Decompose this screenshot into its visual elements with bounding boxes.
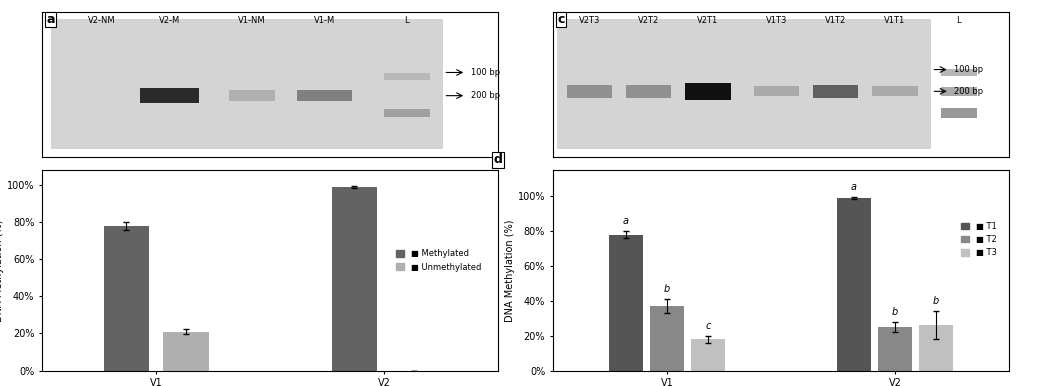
Text: a: a — [46, 13, 55, 26]
Bar — [941, 108, 977, 118]
Bar — [691, 339, 725, 371]
Bar — [140, 88, 200, 103]
Bar — [297, 90, 352, 102]
Text: V1-NM: V1-NM — [238, 16, 266, 25]
Bar — [163, 332, 208, 371]
Text: L: L — [956, 16, 961, 25]
Text: V2T2: V2T2 — [638, 16, 659, 25]
Text: b: b — [892, 306, 898, 317]
Text: 100 bp: 100 bp — [471, 68, 500, 77]
Bar — [625, 85, 672, 98]
Text: L: L — [405, 16, 409, 25]
Bar — [332, 187, 377, 371]
Bar — [609, 235, 643, 371]
Bar — [872, 86, 918, 96]
Text: 200 bp: 200 bp — [471, 91, 500, 100]
Bar — [685, 83, 730, 100]
Bar — [384, 73, 430, 80]
Bar — [754, 86, 799, 96]
Text: V2T3: V2T3 — [579, 16, 600, 25]
Text: c: c — [705, 320, 710, 330]
Text: V1-M: V1-M — [314, 16, 335, 25]
Text: V1T1: V1T1 — [884, 16, 906, 25]
Text: V1T2: V1T2 — [825, 16, 846, 25]
Bar — [919, 325, 953, 371]
Bar — [837, 198, 871, 371]
Bar — [229, 90, 274, 102]
Bar — [941, 87, 977, 96]
Text: V2T1: V2T1 — [697, 16, 719, 25]
Bar — [104, 226, 149, 371]
Bar — [384, 109, 430, 117]
Text: 200 bp: 200 bp — [954, 87, 984, 96]
Text: c: c — [557, 13, 564, 26]
Bar — [650, 306, 684, 371]
Text: a: a — [851, 182, 857, 192]
Bar — [566, 85, 612, 98]
Text: 100 bp: 100 bp — [954, 65, 984, 74]
Legend: ■ T1, ■ T2, ■ T3: ■ T1, ■ T2, ■ T3 — [957, 218, 1001, 261]
Bar — [812, 85, 859, 98]
Bar — [941, 69, 977, 76]
Text: V2-NM: V2-NM — [87, 16, 116, 25]
Text: V2-M: V2-M — [159, 16, 181, 25]
Text: b: b — [664, 284, 671, 294]
Bar — [878, 327, 912, 371]
Text: V1T3: V1T3 — [766, 16, 787, 25]
Text: a: a — [623, 216, 628, 226]
Text: d: d — [494, 153, 502, 166]
Bar — [557, 19, 931, 149]
Y-axis label: DNA Methylation (%): DNA Methylation (%) — [0, 219, 4, 322]
Text: b: b — [933, 296, 940, 306]
Legend: ■ Methylated, ■ Unmethylated: ■ Methylated, ■ Unmethylated — [393, 246, 485, 275]
Bar — [51, 19, 444, 149]
Y-axis label: DNA Methylation (%): DNA Methylation (%) — [504, 219, 515, 322]
